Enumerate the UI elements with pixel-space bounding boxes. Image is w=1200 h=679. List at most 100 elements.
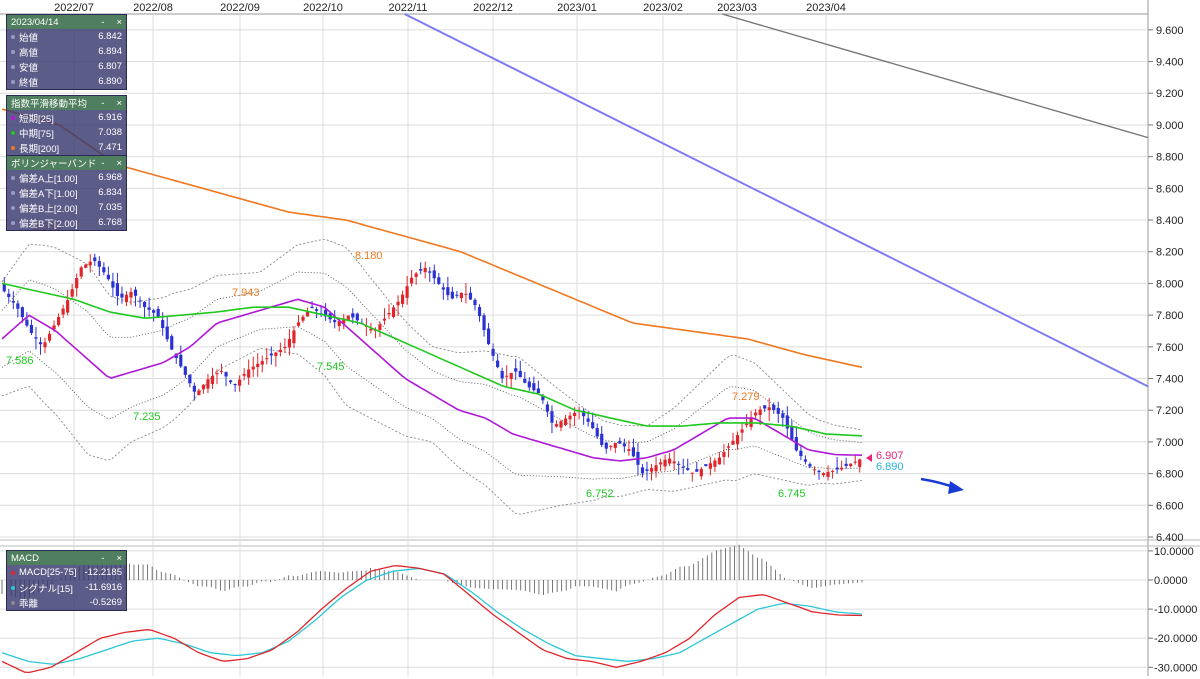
candle-body — [43, 342, 47, 348]
candle-body — [713, 460, 717, 467]
ohlc-panel: 2023/04/14 - × 始値 6.842 高値 6.894 安値 6.807 終値 6.… — [6, 14, 127, 90]
minimize-icon[interactable]: - — [101, 552, 105, 564]
candle-body — [346, 315, 350, 321]
macd-row: 乖離 -0.5269 — [7, 595, 126, 610]
ema-long-line — [1, 108, 863, 369]
candle-body — [142, 301, 147, 308]
candle-body — [849, 463, 853, 467]
candle-body — [70, 289, 74, 297]
candle-body — [129, 291, 133, 298]
bollinger-row-label: 偏差A上[1.00] — [19, 173, 78, 185]
candle-body — [405, 286, 409, 298]
candle-body — [767, 407, 771, 411]
candle-body — [287, 338, 292, 348]
candle-body — [731, 440, 735, 445]
low-price-label: 6.745 — [778, 488, 806, 500]
macd-tick-label: -30.0000 — [1154, 662, 1197, 674]
candle-body — [301, 316, 305, 321]
candle-body — [351, 313, 355, 318]
price-tick-label: 7.400 — [1156, 374, 1184, 386]
candle-body — [763, 405, 767, 409]
candle-body — [450, 291, 454, 299]
candle-body — [20, 307, 24, 318]
price-tick-label: 8.400 — [1156, 215, 1184, 227]
month-tick-label: 2022/08 — [133, 2, 173, 14]
close-icon[interactable]: × — [116, 16, 122, 28]
minimize-icon[interactable]: - — [101, 16, 105, 28]
candle-body — [106, 274, 110, 280]
candle-body — [342, 318, 346, 324]
candle-body — [75, 277, 79, 289]
minimize-icon[interactable]: - — [101, 97, 105, 109]
ohlc-row: 始値 6.842 — [7, 29, 126, 44]
candle-body — [726, 446, 731, 448]
candle-body — [274, 352, 278, 356]
candle-body — [482, 315, 486, 331]
candle-body — [686, 468, 690, 470]
ema-panel: 指数平滑移動平均 - × 短期[25] 6.916 中期[75] 7.038 長期[20… — [6, 95, 127, 156]
candle-body — [324, 309, 328, 317]
candle-body — [215, 373, 219, 375]
candle-body — [124, 294, 129, 303]
macd-row-label: 乖離 — [19, 598, 39, 610]
candle-body — [29, 324, 34, 333]
candle-body — [25, 319, 29, 326]
high-price-label: 8.180 — [355, 250, 383, 262]
price-tick-label: 7.800 — [1156, 310, 1184, 322]
candle-body — [704, 464, 708, 467]
candle-body — [536, 388, 540, 394]
candle-body — [853, 461, 857, 463]
candle-body — [563, 418, 568, 425]
candle-body — [179, 354, 183, 367]
candle-body — [491, 348, 495, 356]
candle-body — [658, 462, 663, 465]
ema-panel-title: 指数平滑移動平均 — [11, 99, 88, 110]
close-icon[interactable]: × — [116, 97, 122, 109]
price-tick-label: 8.800 — [1156, 152, 1184, 164]
close-icon[interactable]: × — [116, 552, 122, 564]
candle-body — [410, 277, 414, 284]
candle-body — [296, 322, 301, 326]
bollinger-a-upper — [1, 271, 863, 444]
candle-body — [455, 294, 459, 296]
macd-row-label: MACD[25-75] — [19, 567, 77, 578]
close-icon[interactable]: × — [116, 157, 122, 169]
candle-body — [600, 433, 604, 445]
candle-body — [355, 313, 359, 321]
candle-body — [677, 463, 681, 465]
candle-body — [382, 318, 387, 321]
candle-body — [102, 267, 106, 273]
last-close-label: 6.890 — [876, 461, 904, 473]
candle-body — [722, 451, 726, 457]
candle-body — [97, 261, 101, 267]
candle-body — [188, 374, 192, 384]
candle-body — [314, 309, 319, 311]
price-tick-label: 8.200 — [1156, 247, 1184, 259]
ohlc-row-label: 安値 — [19, 62, 39, 74]
bollinger-a-lower — [1, 326, 863, 480]
macd-row: MACD[25-75] -12.2185 — [7, 565, 126, 580]
bollinger-row-value: 6.768 — [98, 217, 122, 228]
candle-body — [156, 308, 160, 317]
candle-body — [170, 336, 174, 350]
series-marker-icon — [11, 49, 15, 54]
month-tick-label: 2022/07 — [54, 2, 94, 14]
price-tick-label: 9.200 — [1156, 88, 1184, 100]
month-tick-label: 2022/09 — [220, 2, 260, 14]
candle-body — [391, 307, 396, 317]
macd-row-value: -11.6916 — [85, 582, 122, 593]
ohlc-panel-title: 2023/04/14 — [11, 16, 59, 28]
last-ema-label: 6.907 — [876, 450, 904, 462]
minimize-icon[interactable]: - — [101, 157, 105, 169]
candle-body — [568, 415, 572, 420]
ema-row-label: 中期[75] — [19, 128, 54, 140]
candle-body — [34, 337, 38, 339]
low-price-label: 7.235 — [133, 411, 161, 423]
candle-body — [781, 413, 785, 418]
ema-row-label: 長期[200] — [19, 143, 60, 155]
trend-line-gray — [722, 13, 1149, 139]
candle-body — [305, 311, 310, 317]
candle-body — [224, 372, 228, 377]
candle-body — [559, 421, 563, 428]
candle-body — [369, 328, 373, 331]
